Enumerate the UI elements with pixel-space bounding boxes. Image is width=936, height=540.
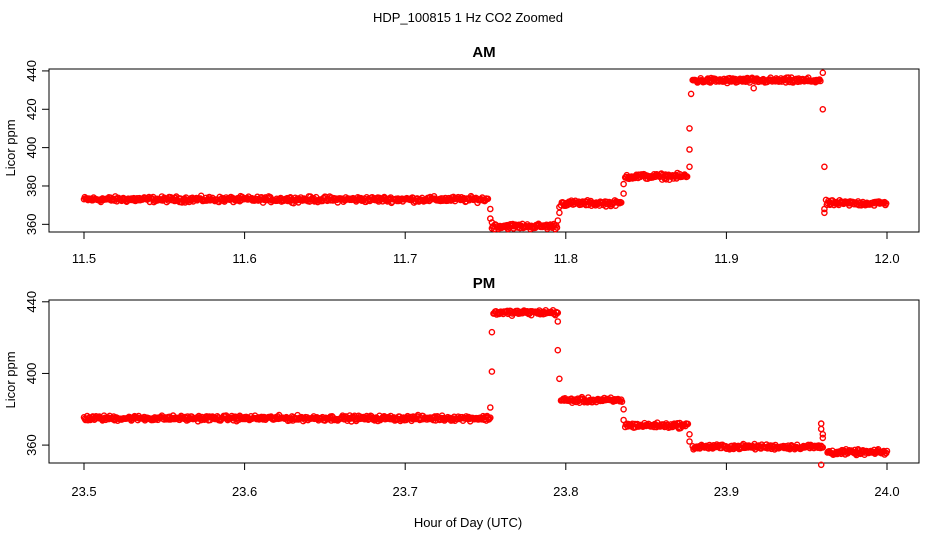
am-y-tick-label: 420 bbox=[24, 98, 39, 120]
pm-transition-point bbox=[817, 420, 825, 427]
pm-x-tick-label: 23.6 bbox=[232, 484, 257, 499]
pm-panel-title: PM bbox=[473, 275, 496, 292]
pm-transition-point bbox=[554, 318, 562, 325]
pm-data-point bbox=[819, 444, 827, 451]
pm-transition-point bbox=[620, 405, 627, 413]
am-x-tick-label: 11.9 bbox=[714, 251, 738, 266]
am-data-point bbox=[683, 173, 691, 180]
pm-transition-point bbox=[488, 328, 496, 336]
am-x-ticks: 11.5 11.6 11.7 11.8 11.9 12.0 bbox=[72, 232, 900, 266]
am-data-point bbox=[617, 199, 625, 206]
am-y-axis-label: Licor ppm bbox=[3, 119, 18, 176]
am-data-point bbox=[553, 224, 561, 231]
am-transition-point bbox=[750, 84, 758, 92]
am-y-tick-label: 400 bbox=[24, 137, 39, 159]
pm-y-tick-label: 400 bbox=[24, 363, 39, 385]
am-transition-point bbox=[819, 106, 827, 113]
am-x-tick-label: 11.6 bbox=[232, 251, 256, 266]
pm-y-tick-label: 360 bbox=[24, 434, 39, 456]
am-y-tick-label: 440 bbox=[24, 60, 39, 82]
am-x-tick-label: 11.7 bbox=[393, 251, 417, 266]
pm-x-tick-label: 23.5 bbox=[71, 484, 96, 499]
pm-transition-point bbox=[817, 461, 825, 469]
pm-transition-point bbox=[819, 434, 827, 442]
am-transition-point bbox=[486, 205, 494, 213]
am-x-tick-label: 12.0 bbox=[874, 251, 899, 266]
am-data-point bbox=[484, 195, 492, 203]
am-panel: AM Licor ppm 11.5 11.6 11.7 11.8 11.9 12.0 36… bbox=[3, 44, 920, 266]
pm-transition-point bbox=[686, 430, 693, 438]
am-transition-point bbox=[488, 219, 496, 226]
pm-transition-point bbox=[554, 346, 562, 354]
pm-data-point bbox=[883, 447, 891, 455]
pm-data-point bbox=[684, 420, 692, 428]
pm-points bbox=[80, 306, 891, 469]
pm-transition-point bbox=[686, 438, 693, 445]
am-data-point bbox=[817, 77, 824, 85]
x-axis-label: Hour of Day (UTC) bbox=[414, 515, 522, 530]
am-data-point bbox=[552, 225, 559, 233]
am-transition-point bbox=[556, 203, 563, 211]
figure-title: HDP_100815 1 Hz CO2 Zoomed bbox=[373, 10, 563, 25]
pm-data-point bbox=[486, 414, 494, 422]
am-transition-point bbox=[686, 125, 693, 132]
pm-transition-point bbox=[488, 368, 496, 375]
am-transition-point bbox=[486, 215, 494, 222]
pm-data-point bbox=[503, 307, 511, 315]
am-data-point bbox=[882, 200, 890, 207]
pm-panel: PM Licor ppm 23.5 23.6 23.7 23.8 23.9 24.0 36… bbox=[3, 275, 920, 499]
am-y-tick-label: 380 bbox=[24, 175, 39, 197]
pm-x-tick-label: 23.9 bbox=[714, 484, 739, 499]
pm-x-tick-label: 23.8 bbox=[553, 484, 578, 499]
pm-y-axis-label: Licor ppm bbox=[3, 351, 18, 408]
am-transition-point bbox=[686, 163, 693, 171]
pm-data-point bbox=[554, 309, 562, 317]
am-transition-point bbox=[821, 163, 828, 171]
pm-x-tick-label: 24.0 bbox=[874, 484, 899, 499]
am-panel-title: AM bbox=[472, 44, 495, 61]
pm-transition-point bbox=[620, 416, 627, 424]
pm-x-ticks: 23.5 23.6 23.7 23.8 23.9 24.0 bbox=[71, 463, 900, 499]
am-transition-point bbox=[819, 69, 827, 77]
am-transition-point bbox=[556, 209, 563, 217]
am-transition-point bbox=[686, 146, 693, 153]
am-transition-point bbox=[620, 180, 627, 188]
am-transition-point bbox=[620, 190, 627, 197]
am-transition-point bbox=[554, 217, 562, 224]
am-points bbox=[80, 69, 890, 233]
am-y-ticks: 360 380 400 420 440 bbox=[24, 60, 49, 235]
am-transition-point bbox=[821, 209, 828, 217]
pm-transition-point bbox=[819, 430, 827, 438]
pm-data-point bbox=[618, 398, 626, 406]
pm-y-ticks: 360 400 440 bbox=[24, 291, 49, 456]
pm-transition-point bbox=[817, 425, 825, 433]
pm-y-tick-label: 440 bbox=[24, 291, 39, 313]
pm-plot-frame bbox=[48, 299, 920, 464]
am-transition-point bbox=[821, 205, 828, 213]
am-x-tick-label: 11.8 bbox=[554, 251, 578, 266]
pm-x-tick-label: 23.7 bbox=[393, 484, 418, 499]
pm-transition-point bbox=[486, 404, 494, 411]
am-y-tick-label: 360 bbox=[24, 213, 39, 235]
pm-transition-point bbox=[556, 375, 563, 383]
am-x-tick-label: 11.5 bbox=[72, 251, 96, 266]
am-plot-frame bbox=[48, 68, 920, 233]
am-transition-point bbox=[687, 90, 695, 98]
